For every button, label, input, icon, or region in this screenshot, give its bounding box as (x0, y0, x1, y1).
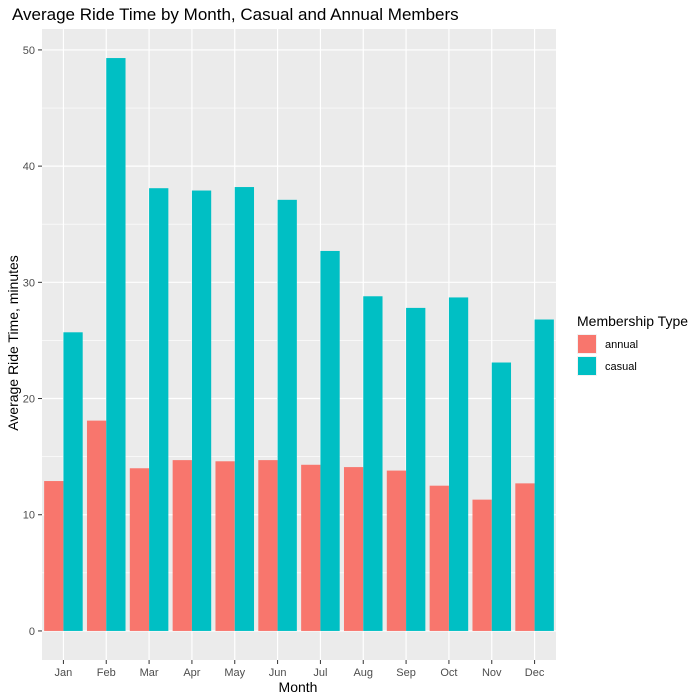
bar-casual-nov (491, 362, 512, 631)
bar-annual-jan (44, 481, 64, 631)
y-tick-label: 30 (23, 277, 35, 289)
plot-panel (42, 29, 556, 660)
x-tick-label: Feb (97, 667, 116, 679)
x-axis: Jan Feb Mar Apr May Jun Jul Aug Sep Oct Nov Dec (55, 660, 545, 679)
bar-annual-may (215, 461, 235, 631)
bar-casual-oct (448, 297, 469, 631)
legend: Membership Type annual casual (577, 313, 688, 376)
bar-casual-jun (277, 199, 297, 631)
legend-label-casual: casual (605, 361, 637, 373)
bar-annual-nov (472, 499, 492, 631)
bar-annual-apr (172, 460, 192, 631)
x-tick-label: Jun (269, 667, 287, 679)
x-tick-label: Jul (313, 667, 327, 679)
x-tick-label: Aug (353, 667, 373, 679)
x-tick-label: May (224, 667, 245, 679)
bar-annual-feb (86, 420, 107, 631)
x-tick-label: Oct (440, 667, 457, 679)
minor-gridlines (42, 107, 556, 574)
bar-annual-sep (386, 470, 407, 631)
legend-title: Membership Type (577, 313, 688, 329)
x-tick-label: Dec (525, 667, 545, 679)
y-tick-label: 10 (23, 510, 35, 522)
y-axis-title: Average Ride Time, minutes (5, 255, 21, 431)
bar-annual-dec (515, 483, 535, 631)
x-axis-title: Month (279, 679, 318, 695)
x-tick-label: Sep (396, 667, 416, 679)
x-tick-label: Apr (183, 667, 200, 679)
legend-label-annual: annual (605, 339, 638, 351)
x-tick-label: Jan (55, 667, 73, 679)
bar-casual-sep (406, 307, 426, 631)
y-tick-label: 50 (23, 45, 35, 57)
bar-casual-jul (320, 250, 340, 631)
y-tick-label: 0 (29, 626, 35, 638)
legend-swatch-annual (578, 335, 596, 353)
bar-casual-may (234, 187, 255, 631)
bar-annual-jun (258, 460, 278, 631)
bar-casual-dec (534, 319, 554, 631)
bar-annual-mar (129, 468, 150, 631)
bar-annual-jul (301, 464, 321, 631)
x-tick-label: Mar (140, 667, 159, 679)
bar-annual-aug (343, 467, 364, 631)
legend-swatch-casual (578, 357, 596, 375)
x-tick-label: Nov (482, 667, 502, 679)
bar-casual-aug (363, 296, 383, 631)
bar-casual-jan (63, 332, 83, 631)
bar-casual-mar (149, 188, 169, 631)
y-axis: 0 10 20 30 40 50 (23, 45, 42, 638)
bar-annual-oct (429, 485, 449, 631)
chart-title: Average Ride Time by Month, Casual and A… (12, 5, 459, 24)
y-tick-label: 20 (23, 394, 35, 406)
bar-casual-feb (106, 58, 126, 631)
bar-casual-apr (191, 190, 212, 631)
y-tick-label: 40 (23, 161, 35, 173)
bars (44, 58, 554, 631)
